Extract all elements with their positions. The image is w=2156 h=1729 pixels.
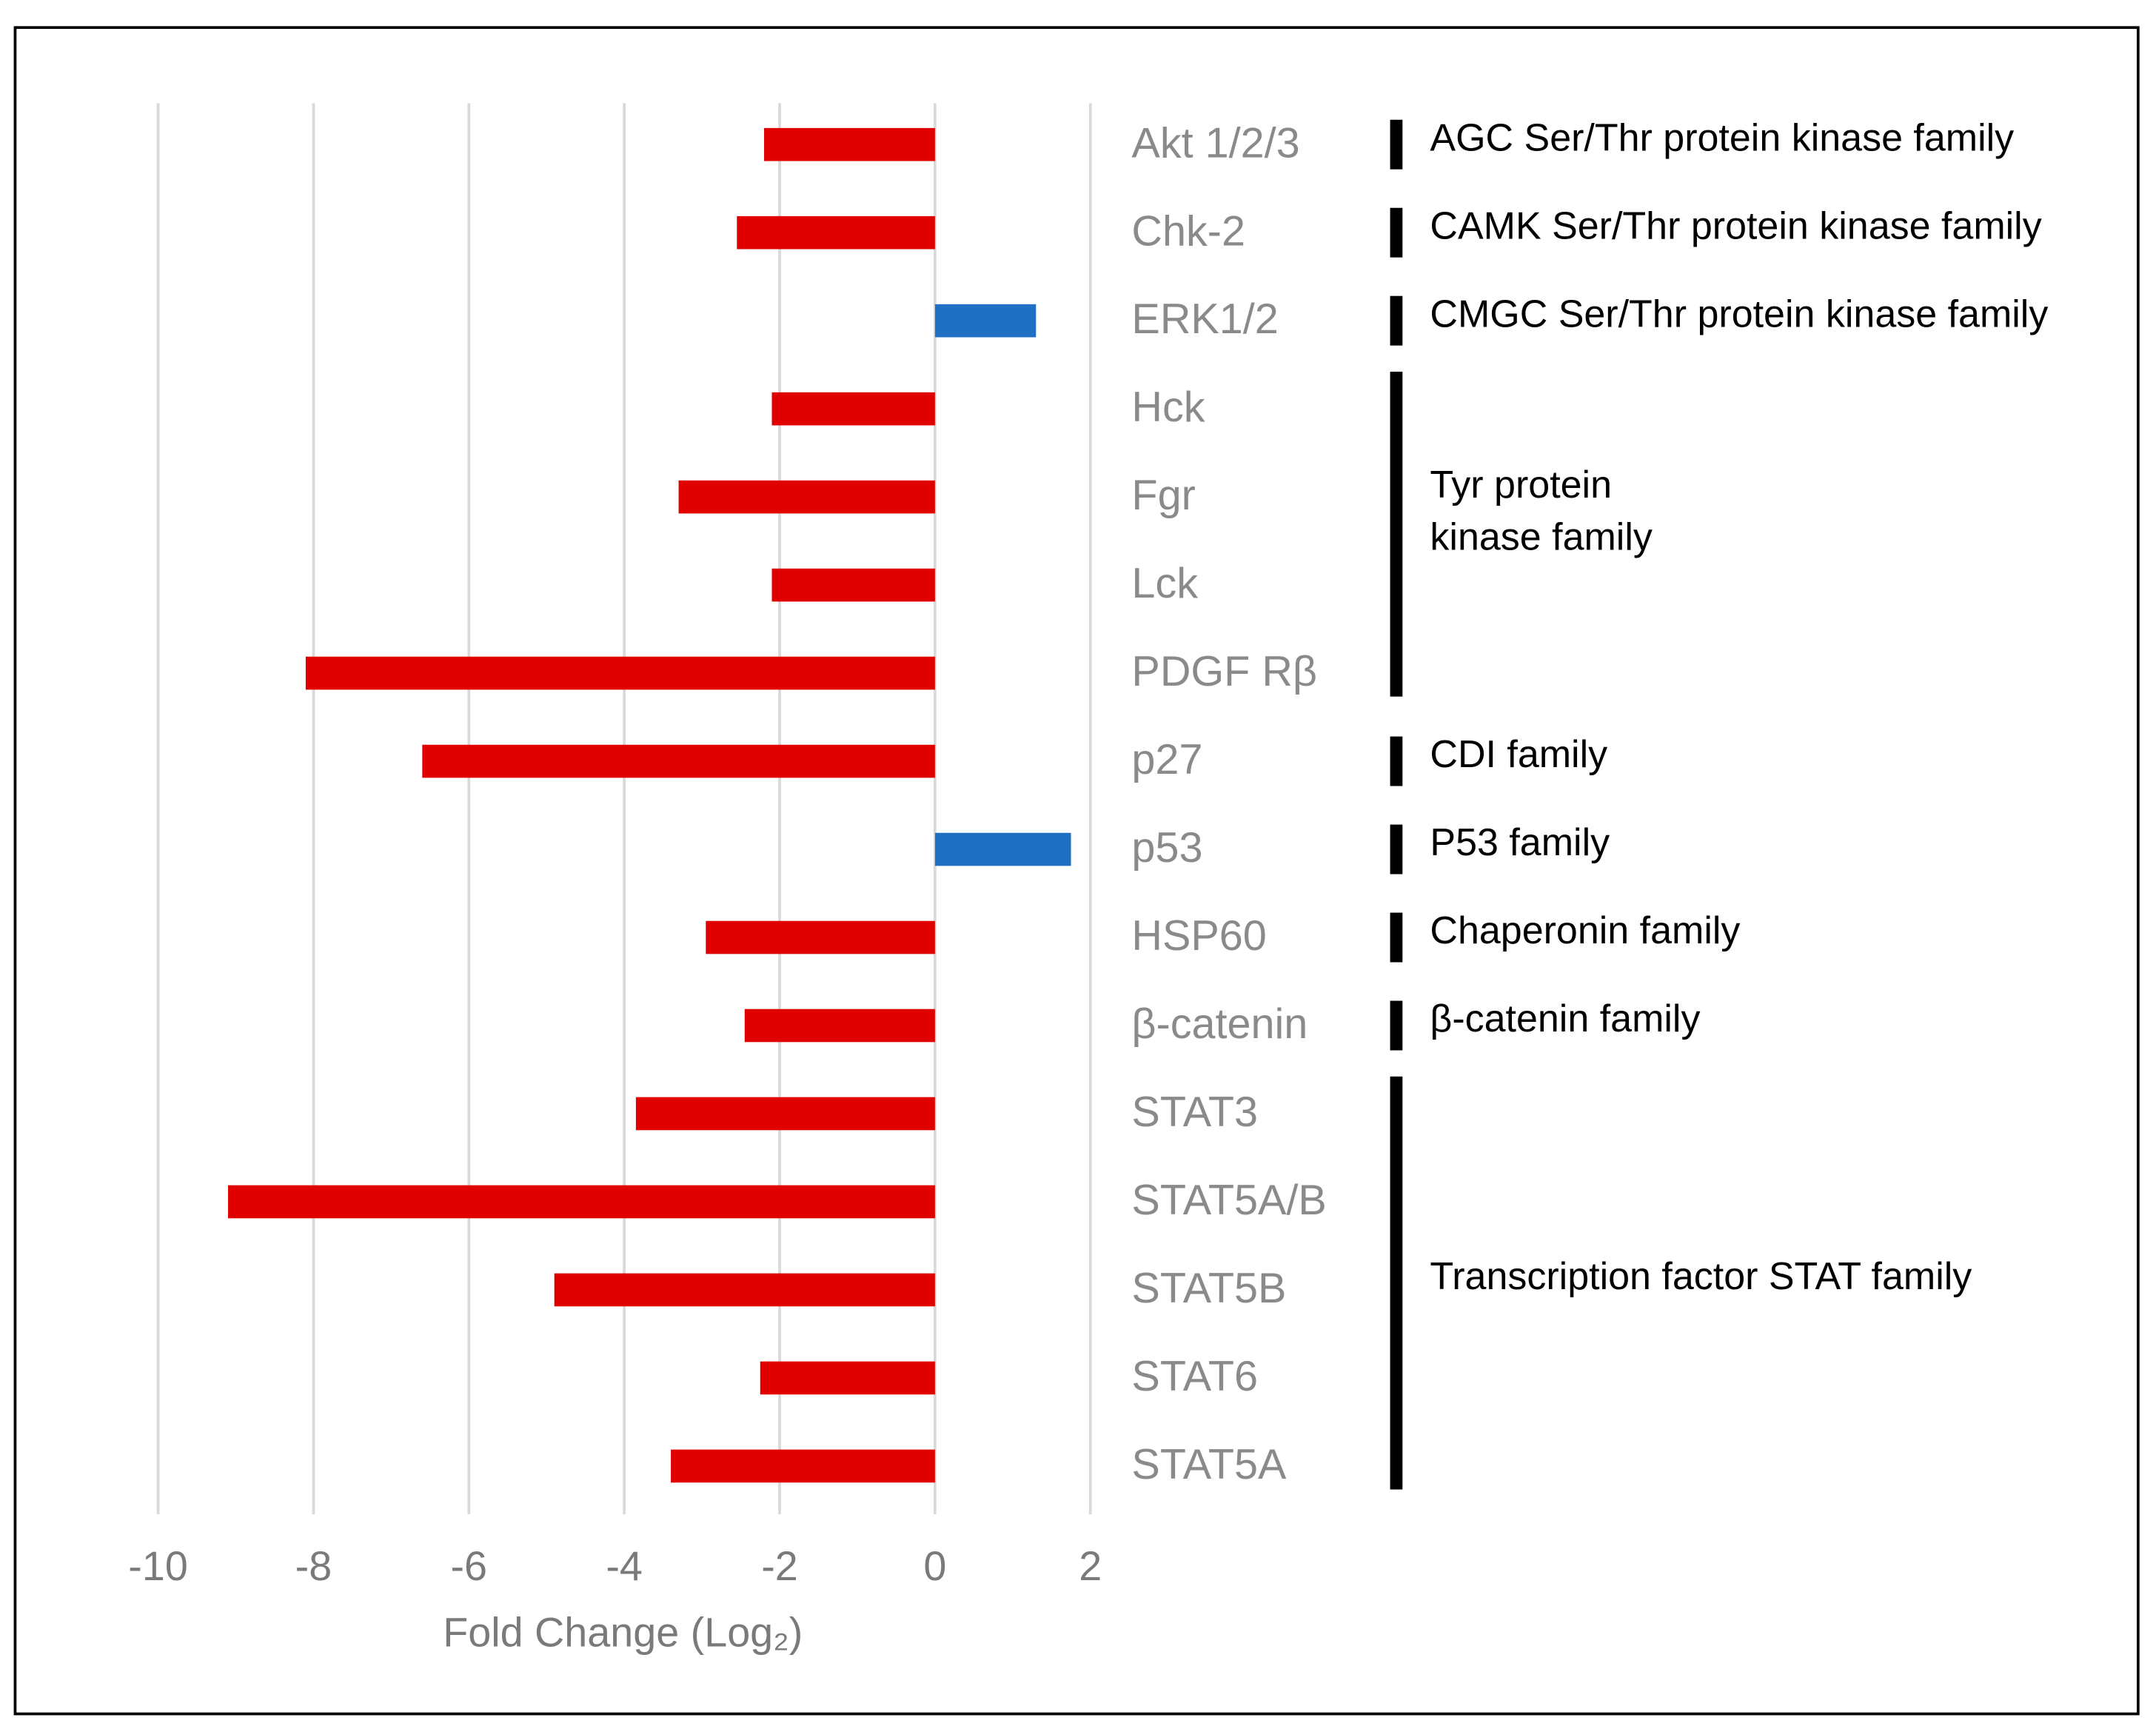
bar [671, 1449, 935, 1483]
x-axis-title: Fold Change (Log₂) [443, 1609, 803, 1655]
group-bracket [1390, 912, 1403, 963]
category-label: Chk-2 [1131, 207, 1245, 255]
group-label: CAMK Ser/Thr protein kinase family [1430, 204, 2041, 247]
bar [934, 832, 1071, 866]
category-label: Lck [1131, 560, 1198, 607]
bar [228, 1185, 935, 1219]
bar [706, 920, 935, 954]
bar [764, 127, 935, 161]
bar [771, 568, 935, 602]
group-label: β-catenin family [1430, 997, 1700, 1040]
group-label: kinase family [1430, 515, 1652, 558]
x-tick-label: -6 [451, 1543, 488, 1589]
bar [554, 1273, 935, 1307]
bar [760, 1361, 935, 1395]
bar [635, 1097, 935, 1131]
bar [737, 215, 935, 250]
group-label: Chaperonin family [1430, 909, 1740, 952]
category-label: PDGF Rβ [1131, 648, 1317, 695]
x-tick-label: 0 [923, 1543, 946, 1589]
bar [744, 1009, 935, 1043]
category-label: STAT3 [1131, 1088, 1258, 1136]
category-label: HSP60 [1131, 912, 1266, 960]
category-label: STAT6 [1131, 1353, 1258, 1400]
category-label: β-catenin [1131, 1000, 1308, 1048]
category-label: Akt 1/2/3 [1131, 119, 1299, 167]
x-tick-label: 2 [1079, 1543, 1102, 1589]
category-label: Hck [1131, 384, 1205, 431]
bar [305, 656, 935, 690]
x-tick-label: -2 [761, 1543, 798, 1589]
group-bracket [1390, 371, 1403, 697]
group-label: Transcription factor STAT family [1430, 1255, 1972, 1298]
group-label: AGC Ser/Thr protein kinase family [1430, 116, 2014, 159]
group-bracket [1390, 736, 1403, 786]
category-label: p53 [1131, 824, 1202, 872]
bar [678, 480, 935, 514]
category-label: Fgr [1131, 472, 1195, 519]
bar [771, 392, 935, 426]
category-label: STAT5A [1131, 1441, 1287, 1488]
group-bracket [1390, 824, 1403, 874]
group-bracket [1390, 1000, 1403, 1051]
group-bracket [1390, 295, 1403, 346]
group-label: CDI family [1430, 733, 1607, 776]
group-bracket [1390, 1076, 1403, 1490]
group-label: CMGC Ser/Thr protein kinase family [1430, 292, 2048, 335]
x-tick-label: -4 [606, 1543, 643, 1589]
category-label: ERK1/2 [1131, 295, 1278, 343]
group-bracket [1390, 207, 1403, 258]
group-bracket [1390, 119, 1403, 170]
x-tick-label: -8 [295, 1543, 332, 1589]
frame [13, 26, 2140, 1716]
bar [934, 304, 1037, 338]
category-label: STAT5A/B [1131, 1177, 1326, 1224]
x-tick-label: -10 [128, 1543, 188, 1589]
group-label: Tyr protein [1430, 464, 1612, 506]
category-label: STAT5B [1131, 1265, 1286, 1312]
bar [422, 744, 935, 778]
category-label: p27 [1131, 736, 1202, 783]
group-label: P53 family [1430, 821, 1610, 864]
